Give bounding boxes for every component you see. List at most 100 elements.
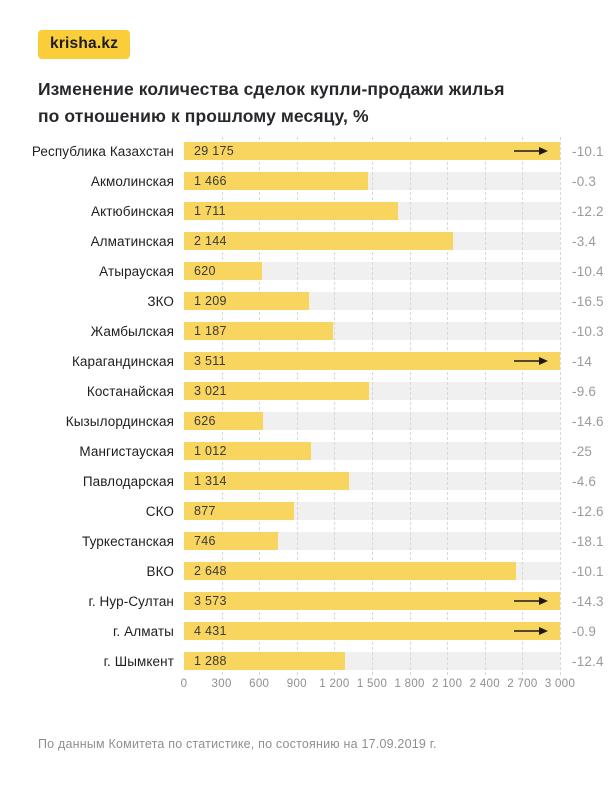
bar-track: 1 466 (184, 172, 560, 190)
deals-bar: 2 648 (184, 562, 516, 580)
deals-count-label: 620 (194, 264, 216, 278)
bar-track: 3 511 (184, 352, 560, 370)
change-pct-label: -12.4 (572, 653, 604, 669)
region-label: г. Алматы (113, 623, 174, 639)
deals-count-label: 3 573 (194, 594, 227, 608)
change-pct-label: -10.1 (572, 143, 604, 159)
change-pct-label: -10.1 (572, 563, 604, 579)
change-pct-label: -10.4 (572, 263, 604, 279)
chart-row: Атырауская 620 -10.4 (0, 262, 616, 280)
chart-row: СКО 877 -12.6 (0, 502, 616, 520)
deals-count-label: 2 144 (194, 234, 227, 248)
deals-count-label: 1 711 (194, 204, 226, 218)
title-line-2: по отношению к прошлому месяцу, % (38, 106, 369, 126)
chart-row: Жамбылская 1 187 -10.3 (0, 322, 616, 340)
deals-bar: 2 144 (184, 232, 453, 250)
deals-bar: 1 466 (184, 172, 368, 190)
chart-row: Акмолинская 1 466 -0.3 (0, 172, 616, 190)
change-pct-label: -12.2 (572, 203, 604, 219)
deals-bar: 3 573 (184, 592, 560, 610)
deals-bar: 3 511 (184, 352, 560, 370)
region-label: Атырауская (99, 263, 174, 279)
x-axis-tick: 2 100 (432, 678, 463, 690)
x-axis-tick: 1 200 (319, 678, 350, 690)
deals-count-label: 1 314 (194, 474, 227, 488)
deals-count-label: 4 431 (194, 624, 227, 638)
bar-track: 877 (184, 502, 560, 520)
overflow-arrow-icon (514, 596, 548, 606)
chart-row: Актюбинская 1 711 -12.2 (0, 202, 616, 220)
x-axis-tick: 2 700 (507, 678, 538, 690)
chart-row: Павлодарская 1 314 -4.6 (0, 472, 616, 490)
deals-count-label: 1 187 (194, 324, 227, 338)
logo-text: krisha.kz (50, 35, 119, 52)
chart-row: Костанайская 3 021 -9.6 (0, 382, 616, 400)
deals-bar: 1 187 (184, 322, 333, 340)
chart-row: г. Шымкент 1 288 -12.4 (0, 652, 616, 670)
deals-bar: 620 (184, 262, 262, 280)
x-axis-tick: 300 (211, 678, 232, 690)
region-label: г. Шымкент (103, 653, 174, 669)
deals-bar: 4 431 (184, 622, 560, 640)
region-label: ЗКО (147, 293, 174, 309)
x-axis-tick: 1 800 (394, 678, 425, 690)
deals-bar: 1 314 (184, 472, 349, 490)
chart-row: ЗКО 1 209 -16.5 (0, 292, 616, 310)
chart-row: г. Нур-Султан 3 573 -14.3 (0, 592, 616, 610)
change-pct-label: -14 (572, 353, 593, 369)
change-pct-label: -3.4 (572, 233, 597, 249)
page-title: Изменение количества сделок купли-продаж… (38, 76, 583, 130)
change-pct-label: -12.6 (572, 503, 604, 519)
region-label: Мангистауская (79, 443, 174, 459)
deals-count-label: 1 209 (194, 294, 227, 308)
deals-count-label: 1 288 (194, 654, 227, 668)
region-label: Алматинская (90, 233, 174, 249)
bar-track: 3 573 (184, 592, 560, 610)
region-label: г. Нур-Султан (88, 593, 174, 609)
deals-bar: 626 (184, 412, 263, 430)
change-pct-label: -0.9 (572, 623, 597, 639)
deals-count-label: 626 (194, 414, 216, 428)
overflow-arrow-icon (514, 146, 548, 156)
bar-track: 1 314 (184, 472, 560, 490)
overflow-arrow-icon (514, 356, 548, 366)
change-pct-label: -9.6 (572, 383, 597, 399)
deals-bar: 1 711 (184, 202, 399, 220)
deals-count-label: 877 (194, 504, 216, 518)
change-pct-label: -14.3 (572, 593, 604, 609)
change-pct-label: -14.6 (572, 413, 604, 429)
deals-count-label: 746 (194, 534, 216, 548)
deals-count-label: 29 175 (194, 144, 235, 158)
region-label: ВКО (146, 563, 174, 579)
x-axis-tick: 600 (249, 678, 270, 690)
bar-track: 1 012 (184, 442, 560, 460)
chart-rows: Республика Казахстан 29 175 -10.1 Акмоли… (0, 137, 616, 675)
x-axis: 0 300 600 900 1 200 1 500 1 800 2 100 2 400 2 700… (181, 678, 575, 694)
bar-track: 626 (184, 412, 560, 430)
bar-track: 4 431 (184, 622, 560, 640)
region-label: Туркестанская (82, 533, 174, 549)
region-label: СКО (145, 503, 174, 519)
bar-track: 2 648 (184, 562, 560, 580)
bar-track: 1 288 (184, 652, 560, 670)
change-pct-label: -25 (572, 443, 593, 459)
region-label: Костанайская (86, 383, 174, 399)
deals-bar: 1 209 (184, 292, 309, 310)
region-label: Карагандинская (71, 353, 174, 369)
deals-bar: 746 (184, 532, 278, 550)
chart-row: г. Алматы 4 431 -0.9 (0, 622, 616, 640)
deals-count-label: 2 648 (194, 564, 227, 578)
bar-track: 29 175 (184, 142, 560, 160)
chart-row: ВКО 2 648 -10.1 (0, 562, 616, 580)
change-pct-label: -10.3 (572, 323, 604, 339)
bar-track: 620 (184, 262, 560, 280)
title-line-1: Изменение количества сделок купли-продаж… (38, 79, 505, 99)
chart-row: Туркестанская 746 -18.1 (0, 532, 616, 550)
region-label: Кызылординская (65, 413, 174, 429)
region-label: Акмолинская (90, 173, 174, 189)
region-label: Павлодарская (82, 473, 174, 489)
x-axis-tick: 3 000 (544, 678, 576, 690)
chart-row: Кызылординская 626 -14.6 (0, 412, 616, 430)
deals-count-label: 1 012 (194, 444, 227, 458)
